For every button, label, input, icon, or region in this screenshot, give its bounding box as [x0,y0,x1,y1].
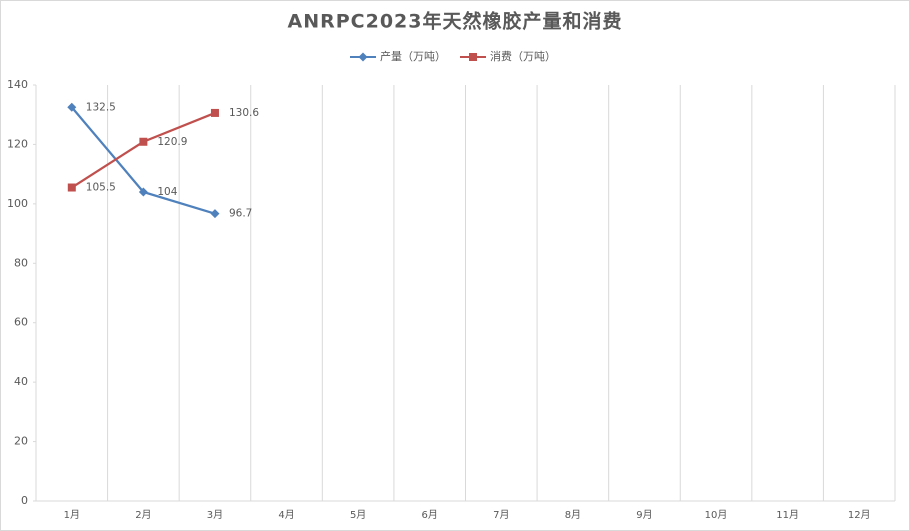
x-tick-label: 7月 [493,509,509,521]
y-tick-label: 80 [14,256,28,269]
x-tick-label: 8月 [565,509,581,521]
legend-label: 消费（万吨） [490,49,556,63]
x-tick-label: 10月 [705,509,728,521]
point [67,102,77,112]
data-label: 104 [157,186,177,198]
data-label: 105.5 [86,182,116,194]
data-label: 130.6 [229,107,259,119]
x-tick-label: 1月 [64,509,80,521]
x-tick-label: 6月 [422,509,438,521]
point [139,137,148,146]
point [67,183,76,192]
chart-title: ANRPC2023年天然橡胶产量和消费 [288,10,623,33]
point [210,209,220,219]
x-tick-label: 11月 [776,509,799,521]
point [138,187,148,197]
x-tick-label: 9月 [636,509,652,521]
y-tick-label: 100 [7,197,28,210]
data-label: 120.9 [157,136,187,148]
y-tick-label: 120 [7,137,28,150]
y-tick-label: 40 [14,375,28,388]
point [358,52,368,62]
x-tick-label: 3月 [207,509,223,521]
data-label: 96.7 [229,208,252,220]
y-tick-label: 20 [14,435,28,448]
x-tick-label: 5月 [350,509,366,521]
x-tick-label: 12月 [848,509,871,521]
point [469,53,477,61]
data-label: 132.5 [86,101,116,113]
x-tick-label: 4月 [278,509,294,521]
point [210,108,219,117]
x-tick-label: 2月 [135,509,151,521]
y-tick-label: 140 [7,78,28,91]
y-tick-label: 60 [14,316,28,329]
y-tick-label: 0 [21,494,28,507]
legend-label: 产量（万吨） [380,49,446,63]
